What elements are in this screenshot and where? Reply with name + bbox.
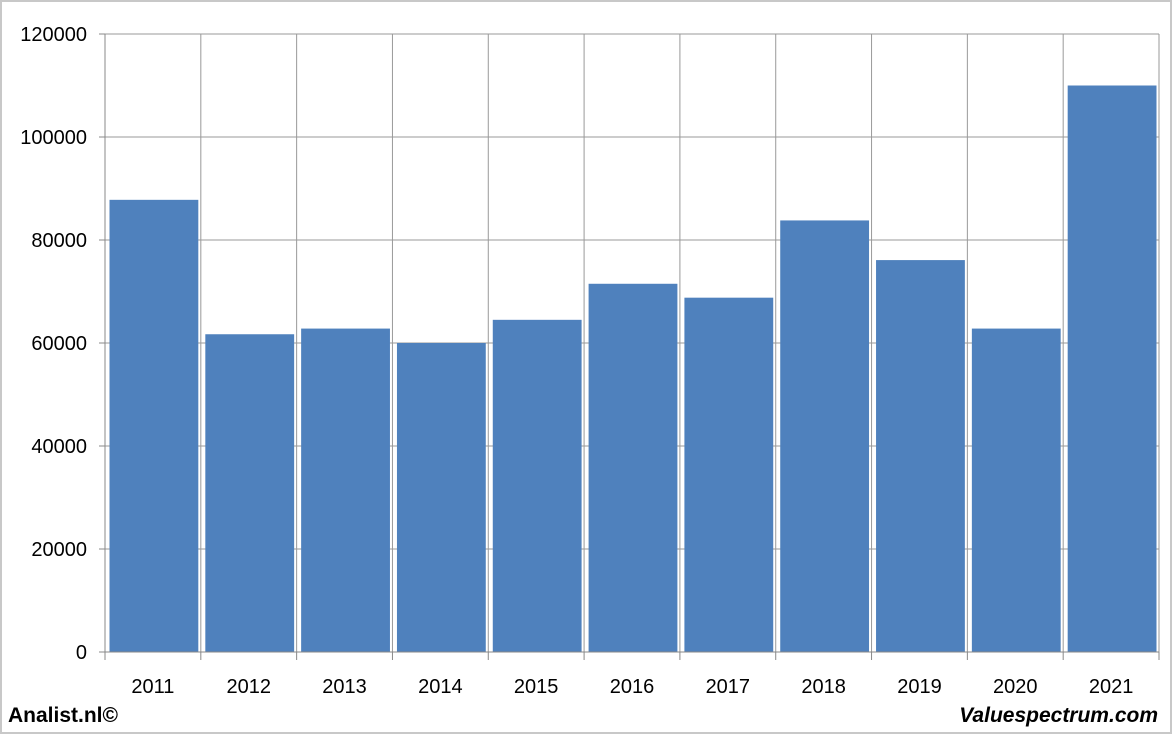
y-tick-label: 20000 bbox=[31, 539, 87, 561]
x-tick-label: 2020 bbox=[993, 676, 1038, 698]
source-label: Analist.nl© bbox=[8, 704, 118, 727]
axis-layer bbox=[99, 33, 1160, 660]
x-tick-label: 2013 bbox=[322, 676, 367, 698]
bar-layer bbox=[109, 85, 1157, 652]
bar-2021 bbox=[1067, 85, 1157, 652]
y-tick-label: 40000 bbox=[31, 436, 87, 458]
x-tick-label: 2012 bbox=[226, 676, 271, 698]
bar-2020 bbox=[971, 328, 1061, 652]
bar-2017 bbox=[684, 297, 774, 652]
bar-2013 bbox=[301, 328, 390, 652]
y-tick-label: 100000 bbox=[20, 127, 87, 149]
x-tick-label: 2011 bbox=[131, 676, 174, 698]
bar-2018 bbox=[780, 220, 870, 652]
bar-2011 bbox=[109, 199, 199, 652]
y-tick-label: 60000 bbox=[31, 333, 87, 355]
x-tick-label: 2016 bbox=[610, 676, 655, 698]
x-tick-label: 2019 bbox=[897, 676, 942, 698]
bar-2012 bbox=[205, 334, 295, 652]
x-tick-label: 2015 bbox=[514, 676, 559, 698]
bar-2015 bbox=[492, 319, 582, 652]
x-tick-label: 2014 bbox=[418, 676, 463, 698]
x-tick-label: 2017 bbox=[706, 676, 751, 698]
y-tick-label: 0 bbox=[76, 642, 87, 664]
x-tick-label: 2018 bbox=[801, 676, 846, 698]
bar-2014 bbox=[396, 343, 486, 652]
label-layer: 0 20000 40000 60000 80000 100000 120000 2011 201… bbox=[20, 24, 1133, 698]
bar-2016 bbox=[588, 283, 678, 652]
y-tick-label: 120000 bbox=[20, 24, 87, 46]
bar-2019 bbox=[876, 260, 965, 652]
x-tick-label: 2021 bbox=[1089, 676, 1134, 698]
watermark-label: Valuespectrum.com bbox=[959, 704, 1158, 727]
grid-layer bbox=[104, 33, 1160, 653]
y-tick-label: 80000 bbox=[31, 230, 87, 252]
